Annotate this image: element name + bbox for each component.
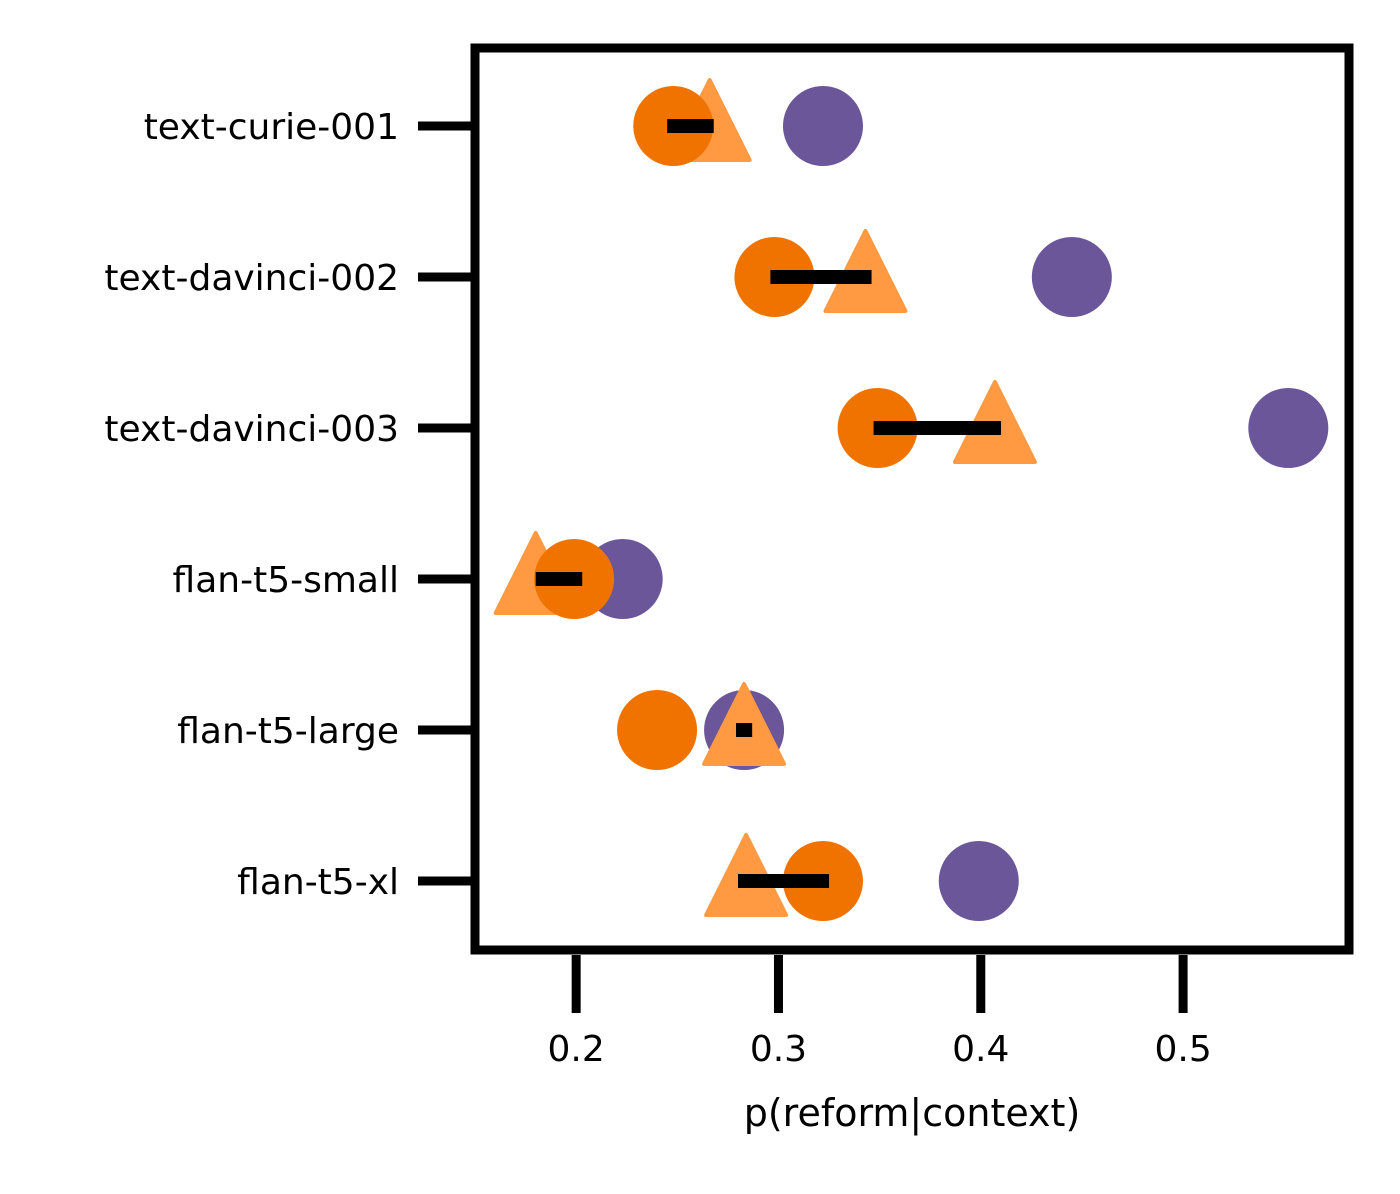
x-tick-label: 0.5 (1154, 1029, 1211, 1070)
y-tick-label: text-davinci-003 (104, 409, 399, 450)
y-tick-label: flan-t5-small (173, 560, 399, 601)
data-point-circle (1031, 237, 1112, 317)
data-point-circle (782, 86, 863, 166)
x-axis-label: p(reform|context) (744, 1091, 1081, 1136)
y-tick-label: flan-t5-large (177, 711, 399, 752)
x-tick-label: 0.4 (952, 1029, 1009, 1070)
y-tick-label: text-curie-001 (144, 107, 399, 148)
x-tick-label: 0.3 (750, 1029, 807, 1070)
x-tick-label: 0.2 (548, 1029, 605, 1070)
data-point-circle (1248, 388, 1329, 468)
data-point-circle (617, 690, 698, 770)
y-tick-label: text-davinci-002 (104, 258, 399, 299)
data-point-circle (938, 841, 1019, 921)
y-axis: text-curie-001 text-davinci-002 text-davin… (104, 107, 471, 903)
plot-frame (470, 43, 1354, 955)
marks-layer (493, 78, 1329, 921)
y-tick-label: flan-t5-xl (237, 862, 399, 903)
x-axis: 0.2 0.3 0.4 0.5 (548, 955, 1212, 1070)
